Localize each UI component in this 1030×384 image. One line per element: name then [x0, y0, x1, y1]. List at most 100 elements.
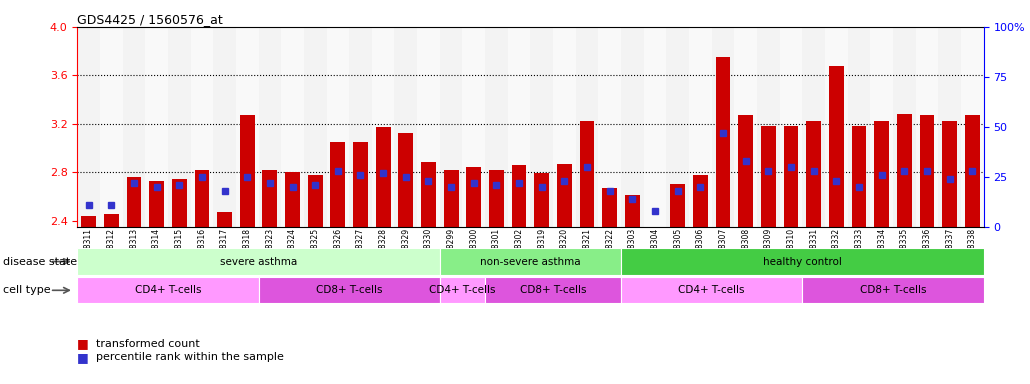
Bar	[281, 27, 304, 227]
Bar	[285, 172, 300, 227]
Bar	[444, 170, 458, 227]
Bar	[485, 277, 621, 303]
Bar	[644, 27, 666, 227]
Bar	[621, 248, 984, 275]
Bar	[916, 27, 938, 227]
Bar	[421, 162, 436, 227]
Bar	[172, 179, 186, 227]
Bar	[784, 126, 798, 227]
Bar	[671, 184, 685, 227]
Bar	[874, 121, 889, 227]
Bar	[693, 174, 708, 227]
Bar	[512, 165, 526, 227]
Text: CD8+ T-cells: CD8+ T-cells	[316, 285, 382, 295]
Bar	[263, 170, 277, 227]
Text: disease state: disease state	[3, 257, 77, 266]
Text: transformed count: transformed count	[96, 339, 200, 349]
Bar	[77, 248, 440, 275]
Bar	[580, 121, 594, 227]
Text: CD4+ T-cells: CD4+ T-cells	[679, 285, 745, 295]
Bar	[77, 277, 259, 303]
Bar	[236, 27, 259, 227]
Bar	[81, 216, 96, 227]
Bar	[870, 27, 893, 227]
Bar	[440, 277, 485, 303]
Bar	[802, 277, 984, 303]
Bar	[394, 27, 417, 227]
Text: GDS4425 / 1560576_at: GDS4425 / 1560576_at	[77, 13, 224, 26]
Bar	[353, 142, 368, 227]
Bar	[530, 27, 553, 227]
Text: CD4+ T-cells: CD4+ T-cells	[430, 285, 495, 295]
Text: CD8+ T-cells: CD8+ T-cells	[860, 285, 926, 295]
Bar	[508, 27, 530, 227]
Bar	[757, 27, 780, 227]
Bar	[349, 27, 372, 227]
Bar	[213, 27, 236, 227]
Bar	[553, 27, 576, 227]
Bar	[127, 177, 141, 227]
Bar	[535, 173, 549, 227]
Bar	[327, 27, 349, 227]
Text: percentile rank within the sample: percentile rank within the sample	[96, 352, 283, 362]
Bar	[625, 195, 640, 227]
Bar	[100, 27, 123, 227]
Bar	[440, 248, 621, 275]
Bar	[489, 170, 504, 227]
Text: CD4+ T-cells: CD4+ T-cells	[135, 285, 201, 295]
Bar	[848, 27, 870, 227]
Bar	[598, 27, 621, 227]
Bar	[739, 115, 753, 227]
Bar	[168, 27, 191, 227]
Bar	[462, 27, 485, 227]
Text: non-severe asthma: non-severe asthma	[480, 257, 581, 266]
Bar	[440, 27, 462, 227]
Bar	[621, 277, 802, 303]
Bar	[376, 127, 390, 227]
Bar	[942, 121, 957, 227]
Bar	[780, 27, 802, 227]
Bar	[829, 66, 844, 227]
Bar	[485, 27, 508, 227]
Bar	[938, 27, 961, 227]
Bar	[576, 27, 598, 227]
Bar	[557, 164, 572, 227]
Bar	[712, 27, 734, 227]
Bar	[259, 277, 440, 303]
Bar	[77, 27, 100, 227]
Text: ■: ■	[77, 351, 89, 364]
Bar	[689, 27, 712, 227]
Bar	[145, 27, 168, 227]
Text: severe asthma: severe asthma	[219, 257, 297, 266]
Bar	[467, 167, 481, 227]
Bar	[734, 27, 757, 227]
Bar	[648, 227, 662, 248]
Bar	[806, 121, 821, 227]
Bar	[191, 27, 213, 227]
Bar	[123, 27, 145, 227]
Bar	[961, 27, 984, 227]
Bar	[603, 188, 617, 227]
Text: healthy control: healthy control	[763, 257, 842, 266]
Bar	[372, 27, 394, 227]
Bar	[331, 142, 345, 227]
Bar	[399, 133, 413, 227]
Bar	[217, 212, 232, 227]
Bar	[761, 126, 776, 227]
Bar	[920, 115, 934, 227]
Bar	[666, 27, 689, 227]
Text: ■: ■	[77, 337, 89, 350]
Bar	[304, 27, 327, 227]
Bar	[716, 57, 730, 227]
Bar	[621, 27, 644, 227]
Bar	[104, 214, 118, 227]
Bar	[240, 115, 254, 227]
Bar	[259, 27, 281, 227]
Text: cell type: cell type	[3, 285, 50, 295]
Bar	[417, 27, 440, 227]
Bar	[195, 170, 209, 227]
Bar	[308, 174, 322, 227]
Bar	[852, 126, 866, 227]
Bar	[825, 27, 848, 227]
Bar	[893, 27, 916, 227]
